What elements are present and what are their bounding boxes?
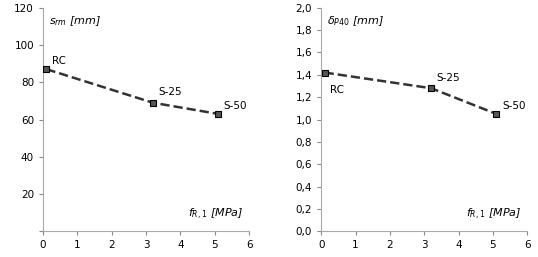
Text: S-25: S-25 xyxy=(437,73,461,83)
Text: S-50: S-50 xyxy=(502,101,526,111)
Text: S-25: S-25 xyxy=(159,87,182,97)
Text: $f_{R,1}$ [MPa]: $f_{R,1}$ [MPa] xyxy=(188,207,243,222)
Text: RC: RC xyxy=(330,85,344,95)
Text: RC: RC xyxy=(52,57,66,66)
Text: S-50: S-50 xyxy=(224,101,247,111)
Text: $f_{R,1}$ [MPa]: $f_{R,1}$ [MPa] xyxy=(466,207,521,222)
Text: $s_{rm}$ [mm]: $s_{rm}$ [mm] xyxy=(49,14,102,28)
Text: $\delta_{P40}$ [mm]: $\delta_{P40}$ [mm] xyxy=(328,14,385,28)
